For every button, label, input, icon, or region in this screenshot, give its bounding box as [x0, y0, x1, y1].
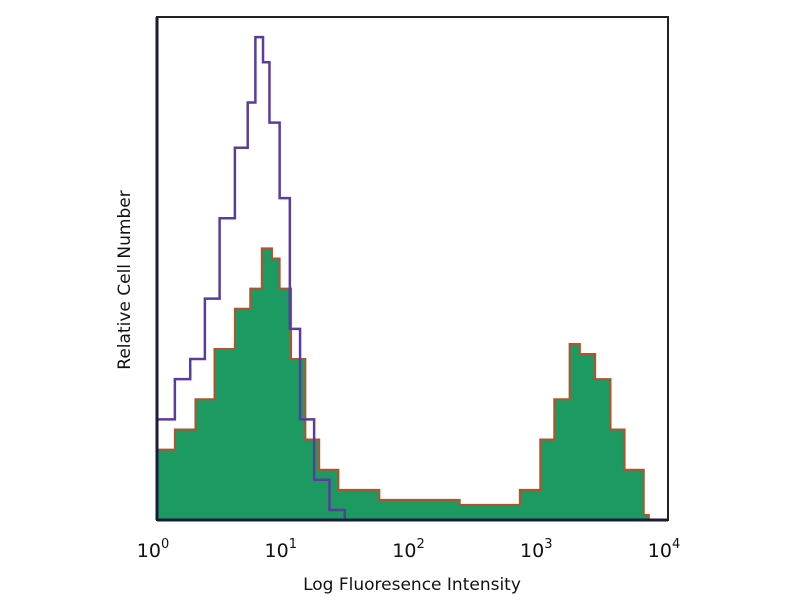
x-tick-label: 101: [265, 537, 297, 562]
x-tick-label: 103: [520, 537, 552, 562]
filled-histogram-area: [157, 248, 649, 520]
filled-histogram-outline: [157, 247, 650, 520]
x-tick-label: 102: [392, 537, 424, 562]
outline-histogram-line: [157, 35, 347, 520]
y-axis-label: Relative Cell Number: [115, 190, 135, 369]
x-tick-labels: 100 101 102 103 104: [137, 537, 680, 562]
x-tick-label: 100: [137, 537, 169, 562]
series-layer: [157, 35, 650, 520]
x-axis-label: Log Fluoresence Intensity: [303, 575, 521, 595]
x-tick-label: 104: [648, 537, 680, 562]
